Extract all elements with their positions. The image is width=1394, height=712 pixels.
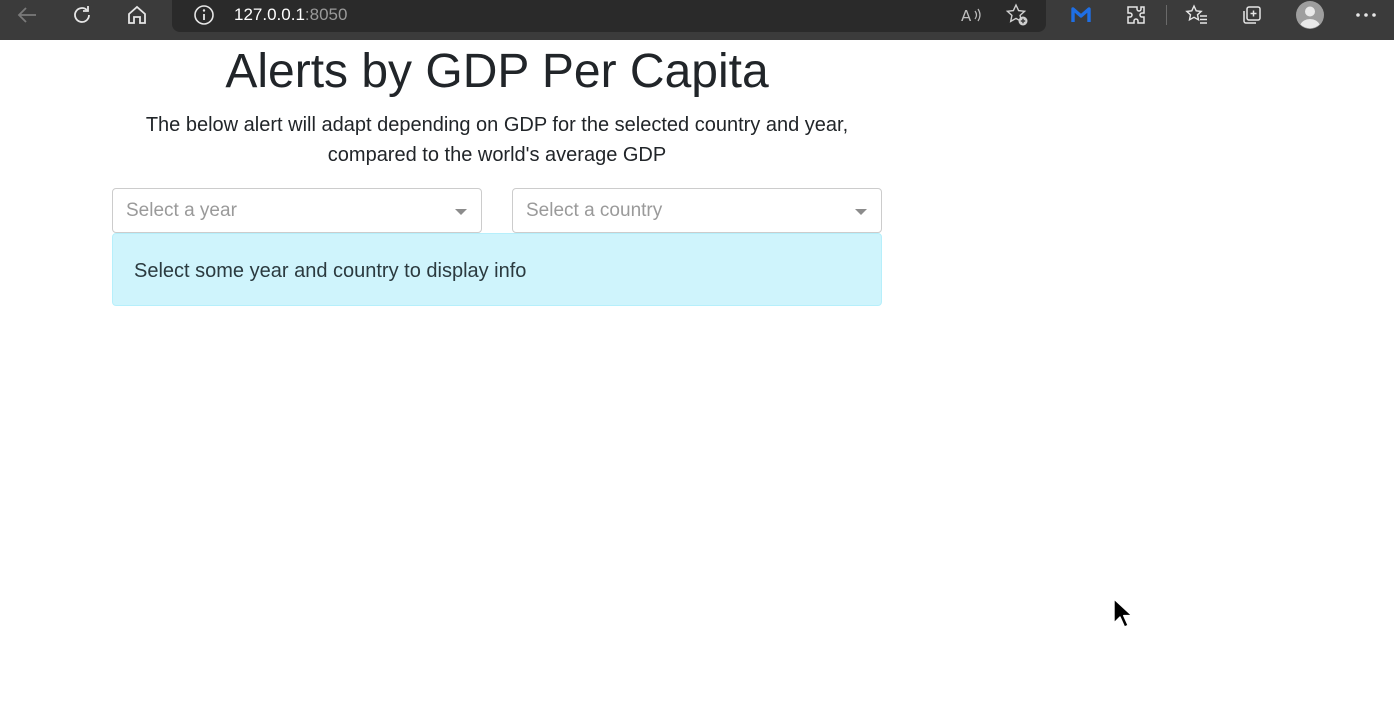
url-text[interactable]: 127.0.0.1:8050 [234,5,347,25]
extensions-icon[interactable] [1116,0,1156,30]
description-line-1: The below alert will adapt depending on … [145,114,849,136]
home-icon[interactable] [117,0,157,30]
url-port: :8050 [304,5,348,24]
description-line-2: compared to the world's average GDP [327,144,667,166]
back-icon[interactable] [7,0,47,30]
chevron-down-icon[interactable] [455,209,467,215]
page-description: The below alert will adapt depending on … [112,110,882,170]
favorites-icon[interactable] [1177,0,1217,30]
country-dropdown-placeholder: Select a country [526,200,663,221]
add-favorite-icon[interactable] [997,0,1037,30]
chevron-down-icon[interactable] [855,209,867,215]
toolbar-separator [1166,5,1167,25]
more-icon[interactable] [1346,0,1386,30]
collections-icon[interactable] [1232,0,1272,30]
year-dropdown-placeholder: Select a year [126,200,237,221]
svg-text:A: A [961,7,972,25]
browser-toolbar: 127.0.0.1:8050 A [0,0,1394,40]
address-bar[interactable]: 127.0.0.1:8050 [172,0,1046,32]
read-aloud-icon[interactable]: A [952,0,992,30]
reload-icon[interactable] [62,0,102,30]
page-title: Alerts by GDP Per Capita [225,45,769,98]
country-dropdown[interactable]: Select a country [512,188,882,233]
info-alert: Select some year and country to display … [112,233,882,306]
alert-text: Select some year and country to display … [134,260,527,282]
malwarebytes-icon[interactable] [1061,0,1101,30]
info-icon[interactable] [192,4,216,26]
url-host: 127.0.0.1 [234,5,305,24]
year-dropdown[interactable]: Select a year [112,188,482,233]
mouse-cursor-icon [1113,598,1133,635]
profile-icon[interactable] [1290,0,1330,30]
